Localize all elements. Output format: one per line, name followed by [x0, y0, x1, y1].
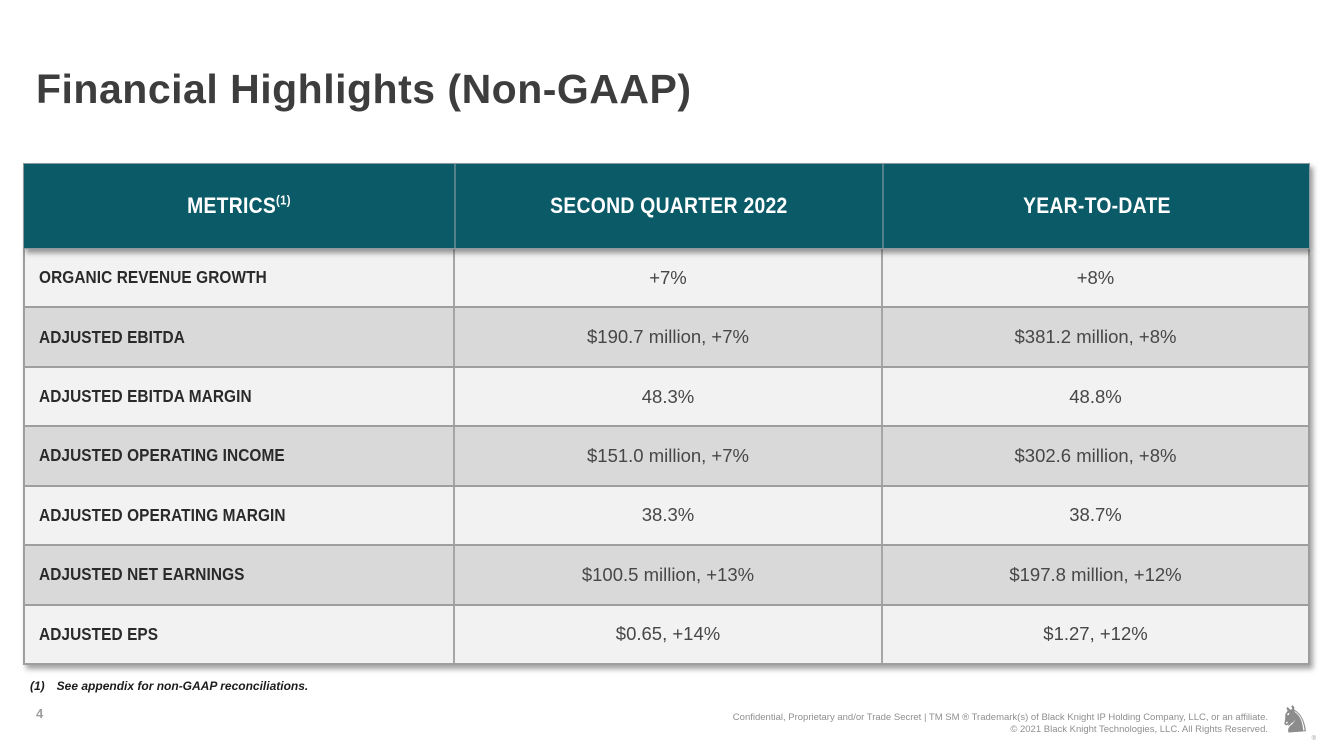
q2-value: $100.5 million, +13% — [453, 546, 881, 604]
q2-value: 38.3% — [453, 486, 881, 545]
ytd-value: $302.6 million, +8% — [881, 427, 1308, 485]
column-header-ytd: YEAR-TO-DATE — [882, 164, 1309, 248]
table-row: ADJUSTED EBITDA $190.7 million, +7% $381… — [25, 306, 1308, 366]
table-header-row: METRICS(1) SECOND QUARTER 2022 YEAR-TO-D… — [23, 163, 1310, 249]
metric-label: ADJUSTED OPERATING INCOME — [39, 445, 285, 466]
metric-label: ADJUSTED EBITDA MARGIN — [39, 386, 252, 407]
table-row: ADJUSTED OPERATING MARGIN 38.3% 38.7% — [25, 484, 1308, 545]
ytd-value: 38.7% — [881, 486, 1308, 545]
ytd-value: 48.8% — [881, 367, 1308, 426]
footnote-text: See appendix for non-GAAP reconciliation… — [56, 679, 309, 693]
footnote: (1) See appendix for non-GAAP reconciliat… — [30, 679, 308, 693]
table-row: ADJUSTED OPERATING INCOME $151.0 million… — [25, 425, 1308, 485]
ytd-value: +8% — [881, 249, 1308, 307]
metric-label: ADJUSTED EPS — [39, 623, 159, 644]
knight-chess-piece-icon: ♞ — [1276, 696, 1314, 743]
table-row: ADJUSTED NET EARNINGS $100.5 million, +1… — [25, 544, 1308, 604]
footnote-marker: (1) — [30, 679, 45, 693]
table-row: ORGANIC REVENUE GROWTH +7% +8% — [25, 249, 1308, 307]
registered-trademark-symbol: ® — [1311, 736, 1316, 742]
table-row: ADJUSTED EBITDA MARGIN 48.3% 48.8% — [25, 365, 1308, 426]
q2-value: $190.7 million, +7% — [453, 308, 881, 366]
ytd-value: $197.8 million, +12% — [881, 546, 1308, 604]
footer-line-1: Confidential, Proprietary and/or Trade S… — [732, 712, 1268, 723]
q2-value: +7% — [453, 249, 881, 307]
q2-value: $151.0 million, +7% — [453, 427, 881, 485]
metric-label: ADJUSTED OPERATING MARGIN — [39, 504, 286, 525]
ytd-value: $1.27, +12% — [881, 605, 1308, 663]
financial-highlights-table: METRICS(1) SECOND QUARTER 2022 YEAR-TO-D… — [23, 163, 1310, 665]
table-row: ADJUSTED EPS $0.65, +14% $1.27, +12% — [25, 603, 1308, 663]
metric-label: ORGANIC REVENUE GROWTH — [39, 267, 267, 288]
column-header-metrics-label: METRICS — [187, 193, 277, 218]
footer-line-2: © 2021 Black Knight Technologies, LLC. A… — [1010, 724, 1268, 735]
column-header-q2-2022: SECOND QUARTER 2022 — [454, 164, 882, 248]
ytd-value: $381.2 million, +8% — [881, 308, 1308, 366]
q2-value: 48.3% — [453, 367, 881, 426]
footer-legal: Confidential, Proprietary and/or Trade S… — [733, 712, 1268, 736]
q2-value: $0.65, +14% — [453, 605, 881, 663]
metric-label: ADJUSTED NET EARNINGS — [39, 564, 245, 585]
page-number: 4 — [36, 706, 44, 721]
table-body: ORGANIC REVENUE GROWTH +7% +8% ADJUSTED … — [23, 249, 1310, 665]
column-header-metrics: METRICS(1) — [24, 164, 454, 248]
black-knight-logo-icon: ♞ ® — [1273, 696, 1317, 743]
metric-label: ADJUSTED EBITDA — [39, 326, 185, 347]
metrics-footnote-superscript: (1) — [276, 192, 291, 208]
page-title: Financial Highlights (Non-GAAP) — [36, 66, 692, 112]
